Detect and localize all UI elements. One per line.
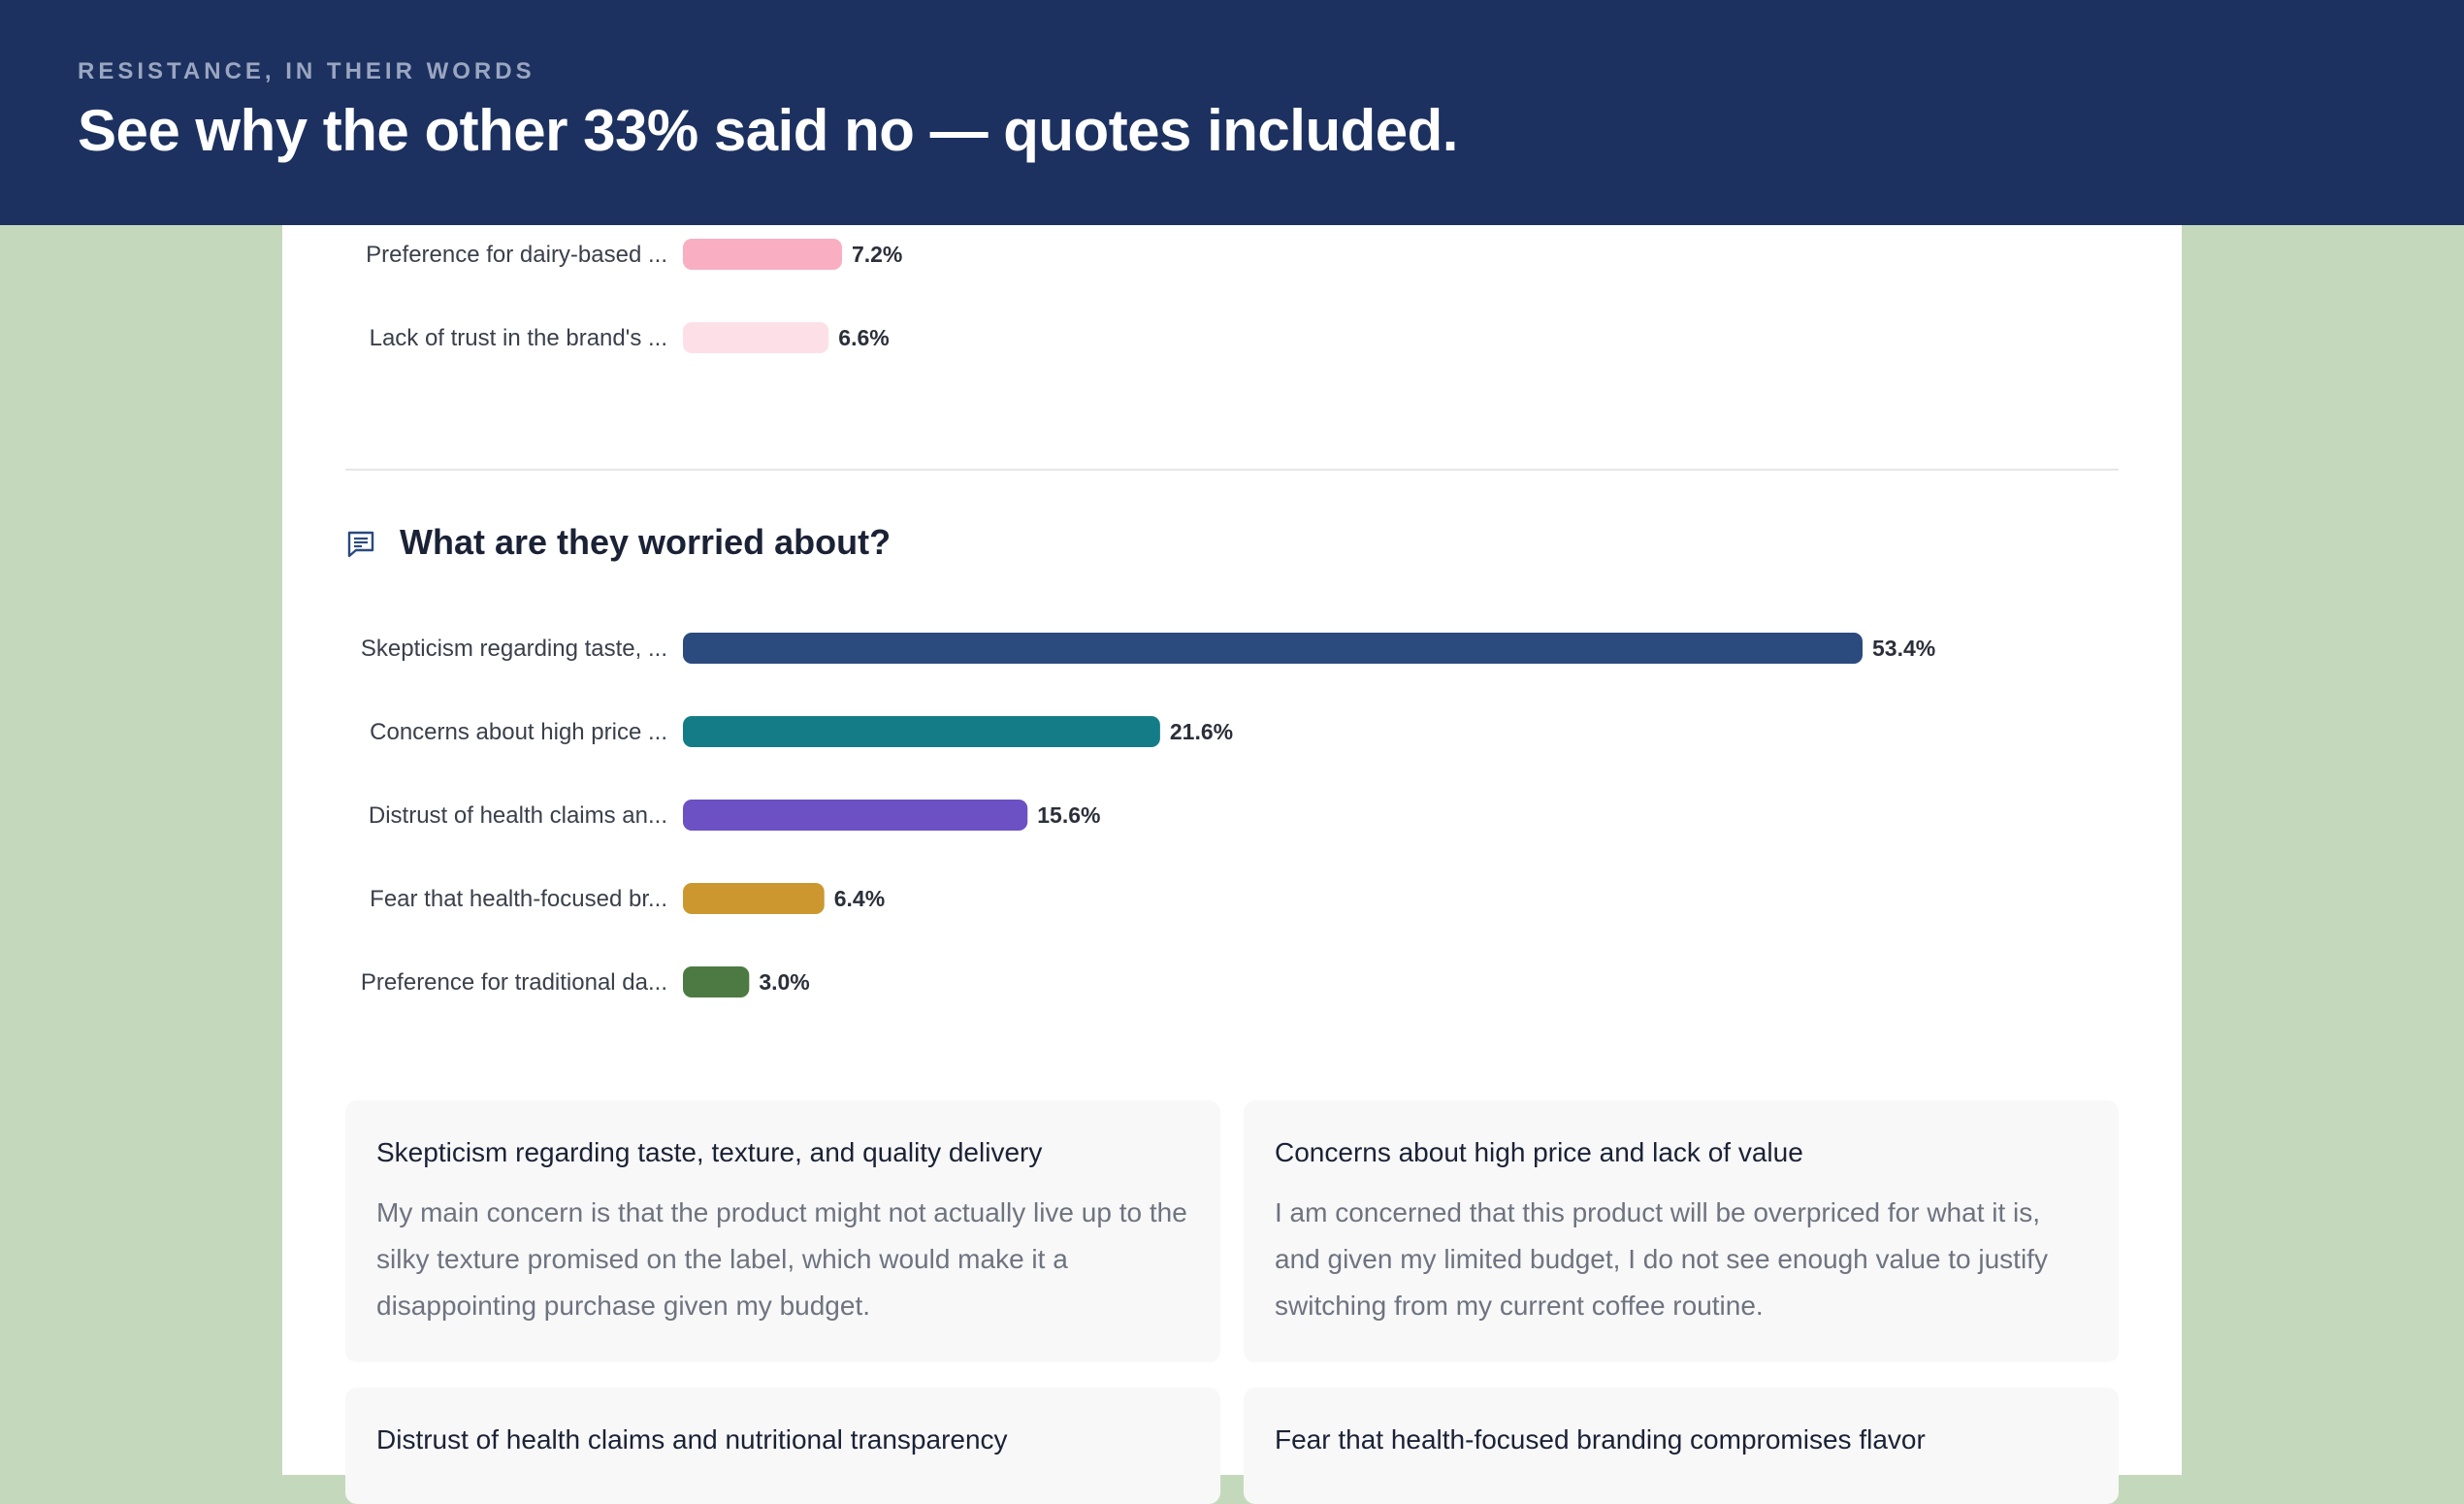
bar-value-label: 6.6% xyxy=(838,325,889,350)
bar-category-label: Lack of trust in the brand's ... xyxy=(370,325,667,351)
bar-value-label: 15.6% xyxy=(1037,802,1100,828)
quote-card-title: Concerns about high price and lack of va… xyxy=(1275,1137,1803,1167)
header-eyebrow: RESISTANCE, IN THEIR WORDS xyxy=(78,58,535,84)
quote-card-title: Skepticism regarding taste, texture, and… xyxy=(376,1137,1043,1167)
section-divider xyxy=(345,469,2119,471)
quote-card-body: I am concerned that this product will be… xyxy=(1275,1197,2048,1321)
bar xyxy=(683,322,829,353)
bar-category-label: Distrust of health claims an... xyxy=(369,802,667,829)
quote-card-body: My main concern is that the product migh… xyxy=(376,1197,1187,1321)
section-title: What are they worried about? xyxy=(400,522,892,562)
comment-icon xyxy=(347,531,374,558)
page-header: RESISTANCE, IN THEIR WORDS See why the o… xyxy=(0,0,2464,225)
bar-category-label: Skepticism regarding taste, ... xyxy=(361,636,667,662)
bar-category-label: Preference for traditional da... xyxy=(361,969,667,996)
bar xyxy=(683,800,1028,831)
bar-value-label: 3.0% xyxy=(759,969,809,995)
quote-card: Concerns about high price and lack of va… xyxy=(1244,1100,2119,1362)
bar-value-label: 53.4% xyxy=(1872,636,1935,661)
bar xyxy=(683,239,842,270)
bar-value-label: 21.6% xyxy=(1170,719,1233,744)
bar xyxy=(683,966,750,997)
quote-card: Distrust of health claims and nutritiona… xyxy=(345,1388,1220,1504)
quote-card: Skepticism regarding taste, texture, and… xyxy=(345,1100,1220,1362)
bar xyxy=(683,883,825,914)
bar-value-label: 7.2% xyxy=(852,242,902,267)
bar-category-label: Fear that health-focused br... xyxy=(370,886,667,912)
bar-category-label: Preference for dairy-based ... xyxy=(366,242,667,268)
bar-value-label: 6.4% xyxy=(834,886,885,911)
quote-card-title: Distrust of health claims and nutritiona… xyxy=(376,1424,1008,1455)
bar xyxy=(683,716,1160,747)
bar-category-label: Concerns about high price ... xyxy=(370,719,667,745)
bar xyxy=(683,633,1863,664)
page-title: See why the other 33% said no — quotes i… xyxy=(78,98,1458,163)
quote-card: Fear that health-focused branding compro… xyxy=(1244,1388,2119,1504)
quote-card-title: Fear that health-focused branding compro… xyxy=(1275,1424,1926,1455)
